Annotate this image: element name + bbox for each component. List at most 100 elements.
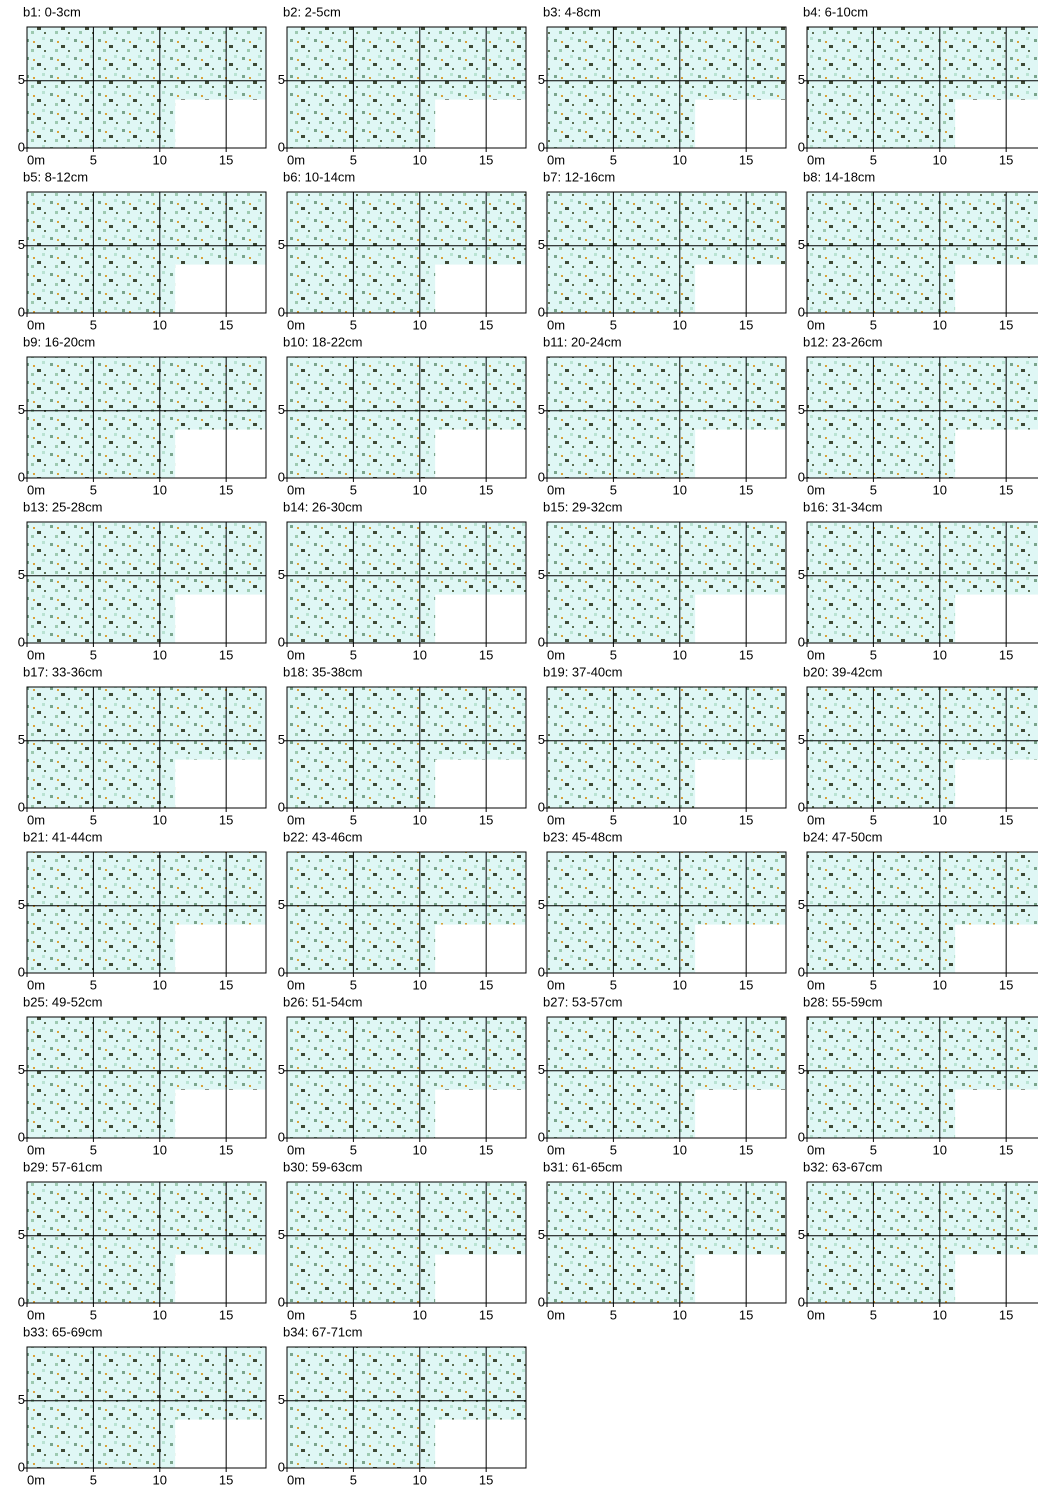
x-tick-label: 10 (673, 977, 687, 992)
panel-title: b33: 65-69cm (23, 1324, 103, 1339)
x-tick-label: 10 (413, 1307, 427, 1322)
no-data-region (955, 100, 1038, 148)
x-tick-label: 5 (90, 1142, 97, 1157)
y-tick-label: 0 (798, 634, 805, 649)
y-tick-label: 5 (538, 1227, 545, 1242)
y-tick-label: 5 (278, 237, 285, 252)
panel-title: b9: 16-20cm (23, 334, 95, 349)
no-data-region (175, 430, 266, 478)
y-tick-label: 5 (798, 1062, 805, 1077)
x-tick-label: 0m (287, 977, 305, 992)
x-tick-label: 5 (870, 1307, 877, 1322)
x-tick-label: 10 (153, 482, 167, 497)
x-tick-label: 10 (413, 482, 427, 497)
no-data-region (695, 925, 786, 973)
panel-title: b6: 10-14cm (283, 169, 355, 184)
y-tick-label: 0 (278, 1459, 285, 1474)
x-tick-label: 10 (673, 152, 687, 167)
no-data-region (435, 925, 526, 973)
no-data-region (435, 595, 526, 643)
x-tick-label: 0m (547, 977, 565, 992)
panel-title: b1: 0-3cm (23, 4, 81, 19)
no-data-region (435, 1090, 526, 1138)
y-tick-label: 0 (18, 799, 25, 814)
panel-title: b18: 35-38cm (283, 664, 363, 679)
panel-title: b30: 59-63cm (283, 1159, 363, 1174)
panel-title: b17: 33-36cm (23, 664, 103, 679)
x-tick-label: 10 (153, 152, 167, 167)
panel-title: b14: 26-30cm (283, 499, 363, 514)
x-tick-label: 0m (287, 1142, 305, 1157)
x-tick-label: 0m (27, 812, 45, 827)
y-tick-label: 0 (18, 304, 25, 319)
y-tick-label: 5 (18, 1227, 25, 1242)
x-tick-label: 0m (27, 647, 45, 662)
x-tick-label: 5 (610, 317, 617, 332)
x-tick-label: 10 (153, 1472, 167, 1487)
y-tick-label: 5 (798, 732, 805, 747)
y-tick-label: 5 (538, 1062, 545, 1077)
x-tick-label: 0m (807, 1142, 825, 1157)
x-tick-label: 5 (90, 152, 97, 167)
x-tick-label: 15 (999, 317, 1013, 332)
x-tick-label: 15 (219, 812, 233, 827)
y-tick-label: 5 (538, 72, 545, 87)
y-tick-label: 0 (538, 634, 545, 649)
x-tick-label: 10 (933, 977, 947, 992)
y-tick-label: 5 (278, 732, 285, 747)
y-tick-label: 5 (798, 237, 805, 252)
y-tick-label: 5 (538, 402, 545, 417)
panel-title: b16: 31-34cm (803, 499, 883, 514)
panel-title: b7: 12-16cm (543, 169, 615, 184)
no-data-region (175, 1420, 266, 1468)
x-tick-label: 5 (90, 1472, 97, 1487)
panel-title: b21: 41-44cm (23, 829, 103, 844)
x-tick-label: 10 (153, 812, 167, 827)
y-tick-label: 5 (278, 567, 285, 582)
y-tick-label: 0 (278, 964, 285, 979)
no-data-region (175, 1090, 266, 1138)
panel-title: b34: 67-71cm (283, 1324, 363, 1339)
no-data-region (175, 925, 266, 973)
no-data-region (695, 595, 786, 643)
x-tick-label: 5 (90, 317, 97, 332)
x-tick-label: 0m (27, 482, 45, 497)
x-tick-label: 15 (219, 1142, 233, 1157)
x-tick-label: 15 (739, 317, 753, 332)
y-tick-label: 0 (18, 1294, 25, 1309)
x-tick-label: 15 (999, 152, 1013, 167)
panel-title: b31: 61-65cm (543, 1159, 623, 1174)
no-data-region (955, 1090, 1038, 1138)
panel-title: b32: 63-67cm (803, 1159, 883, 1174)
x-tick-label: 5 (350, 1142, 357, 1157)
x-tick-label: 15 (219, 1472, 233, 1487)
x-tick-label: 15 (479, 152, 493, 167)
x-tick-label: 15 (999, 1142, 1013, 1157)
x-tick-label: 15 (479, 317, 493, 332)
y-tick-label: 0 (538, 1129, 545, 1144)
no-data-region (955, 595, 1038, 643)
x-tick-label: 5 (610, 1142, 617, 1157)
x-tick-label: 10 (413, 812, 427, 827)
x-tick-label: 0m (27, 1142, 45, 1157)
x-tick-label: 0m (547, 647, 565, 662)
x-tick-label: 15 (999, 812, 1013, 827)
x-tick-label: 5 (90, 977, 97, 992)
x-tick-label: 5 (90, 1307, 97, 1322)
panel-title: b22: 43-46cm (283, 829, 363, 844)
no-data-region (435, 430, 526, 478)
x-tick-label: 10 (673, 482, 687, 497)
x-tick-label: 5 (610, 1307, 617, 1322)
x-tick-label: 0m (287, 317, 305, 332)
y-tick-label: 0 (798, 1294, 805, 1309)
y-tick-label: 0 (798, 964, 805, 979)
panel-title: b28: 55-59cm (803, 994, 883, 1009)
no-data-region (955, 1255, 1038, 1303)
x-tick-label: 0m (807, 152, 825, 167)
x-tick-label: 15 (739, 482, 753, 497)
x-tick-label: 10 (673, 1142, 687, 1157)
x-tick-label: 0m (27, 1307, 45, 1322)
x-tick-label: 15 (479, 812, 493, 827)
x-tick-label: 0m (547, 1142, 565, 1157)
y-tick-label: 0 (538, 304, 545, 319)
